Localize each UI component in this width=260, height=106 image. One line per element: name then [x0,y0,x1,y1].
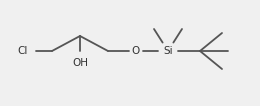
Text: Si: Si [163,46,173,56]
Text: O: O [132,46,140,56]
Text: OH: OH [72,58,88,68]
Text: Cl: Cl [18,46,28,56]
